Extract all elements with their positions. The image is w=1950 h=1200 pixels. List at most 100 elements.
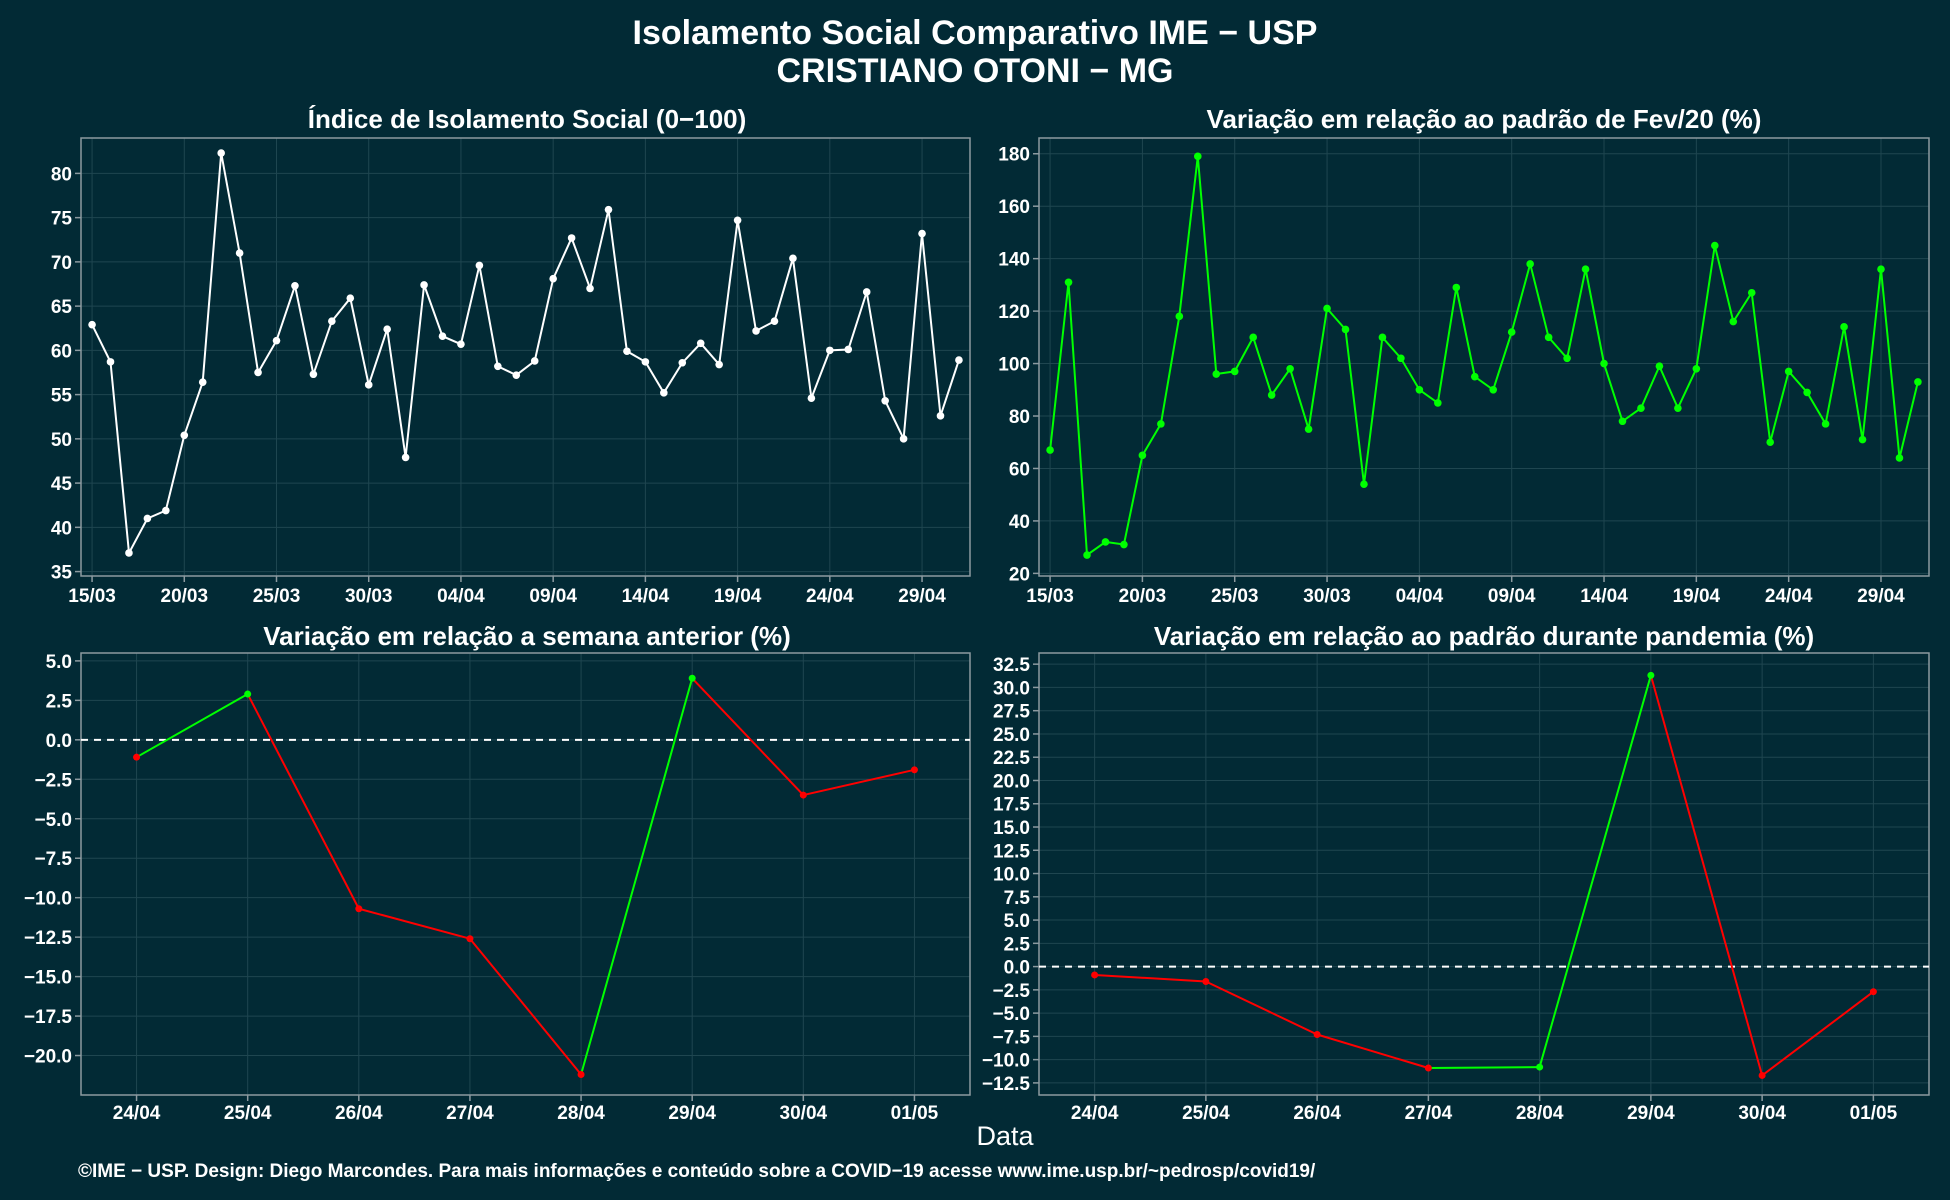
data-point (355, 905, 363, 913)
data-point (1304, 425, 1313, 433)
x-tick-label: 24/04 (1071, 1103, 1119, 1124)
y-tick-label: 60 (51, 341, 72, 362)
series-segment (246, 693, 360, 910)
y-tick-label: 35 (51, 563, 73, 584)
data-point (1581, 265, 1590, 273)
series-segment (1205, 980, 1318, 1036)
y-tick-label: 0.0 (46, 731, 72, 752)
data-point (1434, 399, 1442, 407)
data-point (1784, 367, 1793, 376)
plot-border (1038, 652, 1930, 1096)
data-point (143, 514, 152, 523)
data-point (1711, 241, 1719, 250)
x-tick-label: 01/05 (891, 1103, 939, 1124)
data-point (401, 453, 410, 462)
data-point (623, 347, 631, 356)
panel-variation-previous-week: Variação em relação a semana anterior (%… (24, 621, 971, 1124)
x-tick-label: 25/04 (224, 1103, 272, 1124)
plot-border (1038, 137, 1930, 577)
data-point (1230, 367, 1239, 376)
data-point (752, 327, 760, 335)
data-point (1526, 260, 1534, 268)
data-point (512, 371, 521, 379)
y-tick-label: 55 (51, 386, 73, 407)
data-point (198, 378, 207, 387)
x-tick-label: 09/04 (1488, 586, 1536, 607)
data-point (1175, 312, 1184, 321)
series-segment (1094, 973, 1206, 983)
data-point (733, 216, 742, 225)
data-point (1674, 404, 1682, 412)
data-point (438, 332, 447, 341)
series-segment (1761, 990, 1874, 1077)
data-point (1747, 288, 1756, 297)
series-segment (469, 938, 582, 1076)
series-line (1049, 156, 1919, 557)
y-tick-label: 140 (998, 250, 1030, 271)
x-tick-label: 14/04 (622, 586, 670, 607)
data-point (494, 362, 502, 371)
y-tick-label: 10.0 (993, 865, 1030, 886)
data-point (1424, 1064, 1432, 1072)
data-point (1470, 372, 1479, 381)
data-point (457, 340, 465, 348)
data-point (1323, 304, 1331, 313)
data-point (955, 356, 963, 364)
y-tick-label: 80 (1009, 407, 1030, 428)
x-tick-label: 29/04 (668, 1103, 716, 1124)
x-tick-label: 19/04 (1673, 586, 1721, 607)
y-tick-label: 45 (51, 474, 73, 495)
data-point (530, 357, 539, 365)
data-point (217, 149, 225, 157)
y-tick-label: 15.0 (993, 818, 1030, 839)
data-point (1877, 265, 1885, 273)
y-tick-label: 5.0 (1004, 911, 1030, 932)
data-point (475, 261, 484, 270)
y-tick-label: 180 (998, 145, 1030, 166)
y-tick-label: 2.5 (1004, 934, 1031, 955)
data-point (567, 234, 576, 242)
data-point (1083, 551, 1091, 559)
series-segment (1538, 675, 1652, 1068)
data-point (789, 254, 797, 263)
y-tick-label: −7.5 (34, 849, 72, 870)
data-point (1091, 971, 1099, 979)
data-point (1489, 385, 1498, 394)
x-tick-label: 27/04 (446, 1103, 494, 1124)
y-tick-label: −5.0 (34, 810, 72, 831)
series-segment (580, 677, 694, 1075)
main-title-line2: CRISTIANO OTONI − MG (776, 52, 1173, 90)
data-point (1766, 438, 1775, 447)
x-tick-label: 28/04 (1516, 1103, 1564, 1124)
x-tick-label: 15/03 (1026, 586, 1074, 607)
y-tick-label: 32.5 (993, 655, 1030, 676)
y-tick-label: 100 (998, 355, 1030, 376)
data-point (1895, 454, 1904, 462)
y-tick-label: 75 (51, 209, 73, 230)
panel-variation-pandemic-pattern: Variação em relação ao padrão durante pa… (982, 621, 1930, 1124)
data-point (881, 397, 889, 405)
data-point (1544, 333, 1553, 342)
data-point (383, 325, 391, 333)
data-point (1563, 354, 1571, 363)
x-tick-label: 20/03 (161, 586, 209, 607)
y-tick-label: 70 (51, 253, 72, 274)
y-tick-label: −2.5 (34, 770, 72, 791)
plot-border (80, 137, 971, 577)
y-tick-label: 20 (1009, 564, 1030, 585)
data-point (291, 281, 299, 290)
series-line (91, 152, 960, 557)
data-point (1655, 362, 1664, 370)
data-point (1064, 278, 1073, 287)
data-point (364, 381, 373, 389)
y-tick-label: −12.5 (982, 1074, 1031, 1095)
data-point (309, 370, 318, 379)
data-point (1157, 420, 1165, 428)
x-tick-label: 28/04 (557, 1103, 605, 1124)
x-tick-label: 09/04 (529, 586, 577, 607)
panel-title: Variação em relação ao padrão durante pa… (1154, 621, 1814, 651)
data-point (106, 358, 115, 366)
data-point (1692, 365, 1701, 373)
data-point (660, 389, 668, 397)
